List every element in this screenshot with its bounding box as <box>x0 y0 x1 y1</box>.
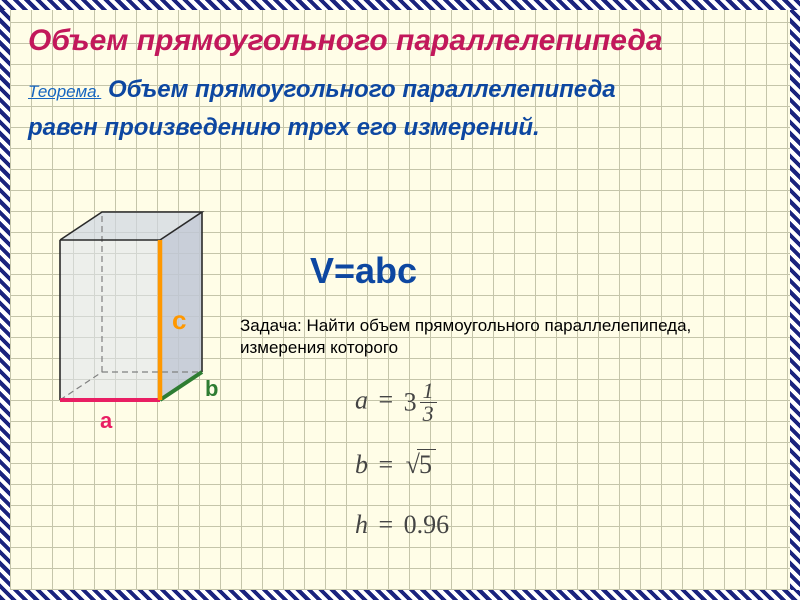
equation-b: b = √5 <box>355 450 436 480</box>
problem-text: Задача: Найти объем прямоугольного парал… <box>240 315 780 359</box>
slide-title: Объем прямоугольного параллелепипеда <box>28 24 772 58</box>
volume-formula: V=abc <box>310 250 417 292</box>
label-a: a <box>100 408 112 434</box>
equation-a: a = 313 <box>355 380 437 425</box>
label-b: b <box>205 376 218 402</box>
theorem-line-1: Теорема. Объем прямоугольного параллелеп… <box>28 74 772 106</box>
front-face <box>60 240 160 400</box>
theorem-text-1: Объем прямоугольного параллелепипеда <box>108 76 616 103</box>
theorem-label: Теорема. <box>28 82 101 101</box>
label-c: c <box>172 305 186 336</box>
parallelepiped-diagram: a b c <box>50 190 250 435</box>
equation-h: h = 0.96 <box>355 510 449 540</box>
theorem-line-2: равен произведению трех его измерений. <box>28 112 772 144</box>
